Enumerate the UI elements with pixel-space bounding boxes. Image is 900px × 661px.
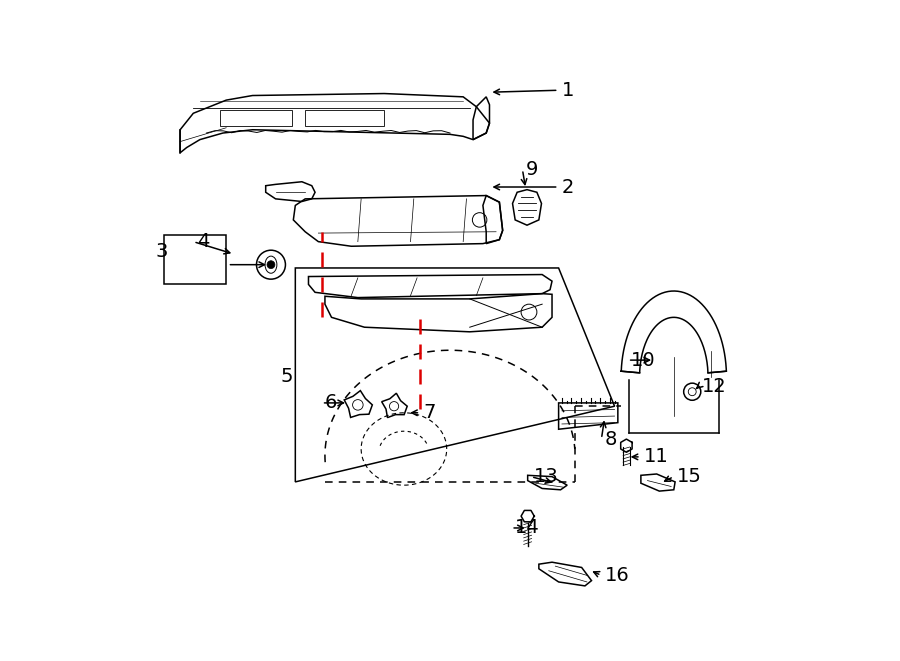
Text: 12: 12 xyxy=(702,377,727,396)
Text: 10: 10 xyxy=(631,350,655,369)
Text: 14: 14 xyxy=(515,518,539,537)
Text: 13: 13 xyxy=(535,467,559,486)
Text: 5: 5 xyxy=(281,367,293,386)
Text: 1: 1 xyxy=(562,81,574,100)
Text: 6: 6 xyxy=(325,393,338,412)
Text: 4: 4 xyxy=(196,232,209,251)
Circle shape xyxy=(267,260,274,268)
Text: 8: 8 xyxy=(605,430,617,449)
Text: 3: 3 xyxy=(156,242,168,261)
Text: 16: 16 xyxy=(605,566,629,585)
Text: 11: 11 xyxy=(644,447,669,467)
Text: 15: 15 xyxy=(677,467,702,486)
Text: 9: 9 xyxy=(526,160,538,178)
Text: 2: 2 xyxy=(562,178,574,196)
Text: 7: 7 xyxy=(424,403,436,422)
